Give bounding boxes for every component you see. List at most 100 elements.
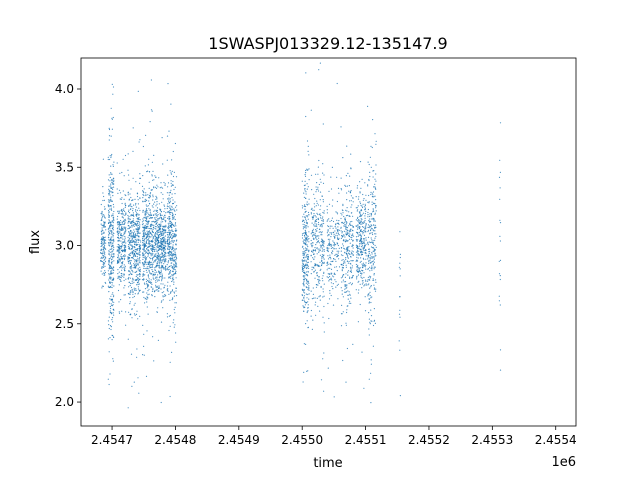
data-point	[139, 239, 141, 241]
data-point	[336, 254, 339, 256]
data-point	[154, 221, 156, 223]
data-point	[132, 237, 134, 239]
data-point	[162, 221, 164, 223]
data-point	[150, 279, 152, 281]
data-point	[164, 261, 166, 263]
data-point	[364, 213, 366, 215]
data-point	[372, 250, 374, 252]
data-point	[147, 239, 149, 241]
data-point	[131, 244, 133, 246]
data-point	[155, 219, 157, 221]
data-point	[146, 232, 149, 234]
data-point	[158, 240, 160, 242]
data-point	[104, 226, 106, 228]
data-point	[373, 196, 375, 198]
data-point	[326, 209, 328, 211]
data-point	[346, 260, 349, 262]
data-point	[365, 243, 367, 245]
data-point	[158, 203, 160, 205]
data-point	[360, 260, 362, 262]
data-point	[165, 212, 167, 214]
data-point	[327, 267, 329, 269]
data-point	[315, 264, 317, 267]
data-point	[171, 239, 173, 242]
data-point	[157, 219, 159, 221]
data-point	[150, 286, 153, 288]
data-point	[306, 297, 308, 299]
data-point	[128, 231, 130, 233]
data-point	[343, 281, 345, 283]
data-point	[100, 256, 103, 258]
data-point	[163, 286, 165, 288]
data-point	[172, 280, 174, 282]
data-point	[355, 259, 358, 261]
data-point	[308, 267, 310, 269]
data-point	[164, 240, 166, 242]
data-point	[306, 236, 308, 238]
data-point	[337, 232, 339, 234]
data-point	[370, 215, 372, 217]
data-point	[159, 256, 161, 258]
data-point	[318, 280, 320, 282]
data-point	[156, 246, 158, 249]
data-point	[322, 255, 324, 258]
data-point	[340, 217, 342, 220]
data-point	[302, 305, 304, 307]
data-point	[319, 191, 322, 193]
data-point	[110, 278, 112, 280]
data-point	[368, 227, 370, 229]
data-point	[164, 254, 166, 256]
data-point	[370, 227, 372, 229]
data-point	[347, 257, 349, 259]
data-point	[121, 197, 123, 199]
data-point	[313, 213, 315, 215]
data-point	[169, 395, 171, 398]
data-point	[169, 269, 172, 272]
data-point	[374, 178, 376, 180]
data-point	[303, 291, 305, 293]
data-point	[171, 246, 173, 248]
data-point	[129, 266, 131, 268]
data-point	[160, 266, 163, 268]
data-point	[303, 295, 305, 297]
data-point	[330, 233, 333, 235]
data-point	[340, 230, 342, 232]
data-point	[373, 243, 375, 245]
data-point	[305, 233, 307, 235]
data-point	[328, 190, 330, 192]
data-point	[307, 257, 309, 259]
data-point	[121, 228, 123, 230]
data-point	[169, 236, 171, 239]
data-point	[156, 201, 158, 203]
data-point	[338, 229, 340, 231]
data-point	[160, 216, 162, 219]
data-point	[158, 241, 160, 244]
data-point	[342, 274, 344, 276]
data-point	[108, 258, 110, 260]
data-point	[117, 233, 119, 235]
data-point	[110, 273, 112, 275]
data-point	[172, 216, 174, 218]
data-point	[108, 274, 110, 276]
data-point	[164, 258, 166, 260]
data-point	[163, 228, 165, 230]
data-point	[323, 272, 325, 274]
data-point	[345, 264, 347, 266]
data-point	[137, 217, 139, 219]
data-point	[168, 250, 170, 252]
data-point	[312, 218, 314, 220]
data-point	[161, 277, 163, 279]
data-point	[110, 267, 112, 269]
data-point	[364, 182, 366, 184]
data-point	[328, 273, 330, 275]
data-point	[173, 259, 175, 261]
data-point	[111, 263, 113, 265]
data-point	[323, 352, 325, 354]
data-point	[121, 264, 123, 266]
data-point	[307, 246, 309, 248]
data-point	[148, 217, 150, 219]
data-point	[372, 229, 374, 231]
data-point	[364, 238, 366, 240]
data-point	[310, 290, 312, 292]
data-point	[310, 315, 312, 317]
